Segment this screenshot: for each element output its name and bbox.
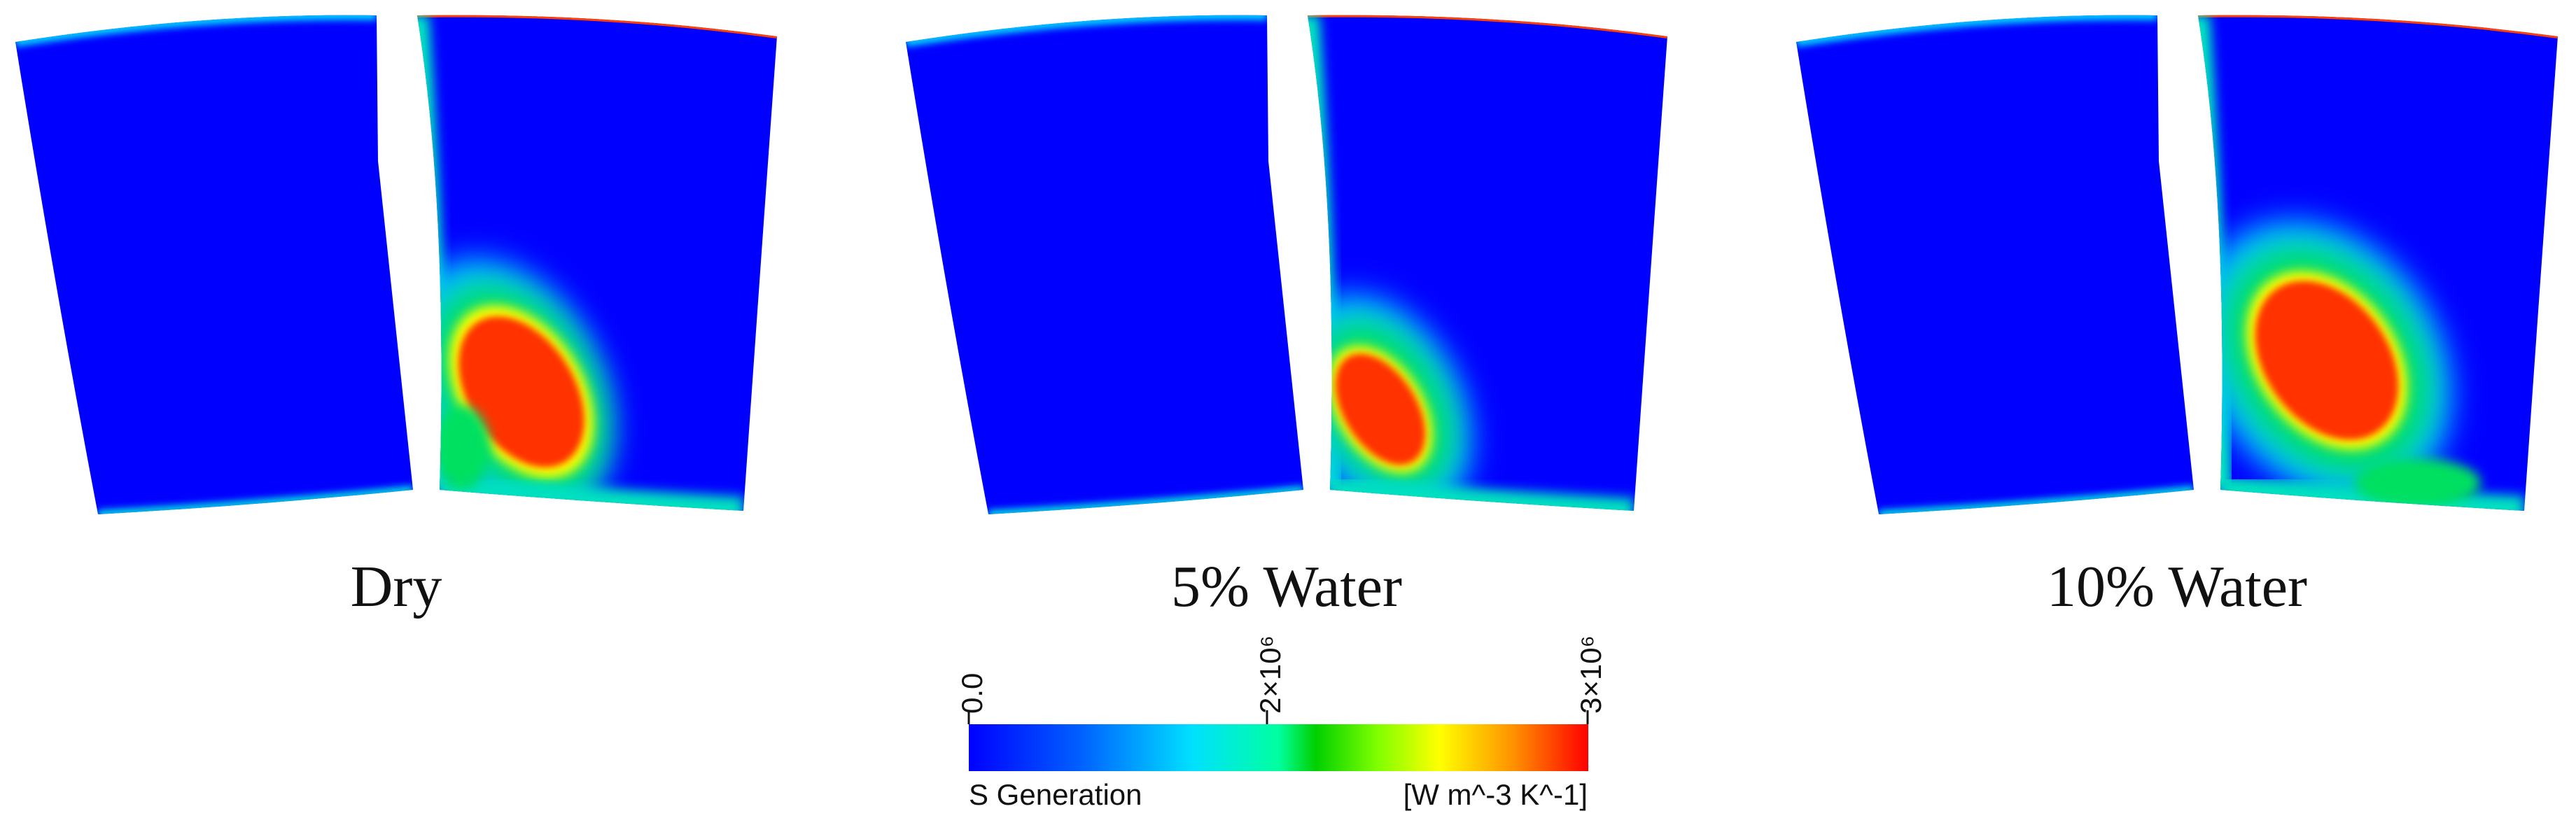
panel-label-10-water: 10% Water	[2047, 554, 2307, 619]
right-blade-passage	[417, 15, 777, 512]
colorbar-tick-label-0: 0.0	[955, 673, 988, 714]
colorbar-units: [W m^-3 K^-1]	[1404, 778, 1588, 811]
colorbar-tick-label-2e6: 2×10⁶	[1254, 635, 1287, 714]
contour-plots	[15, 15, 2558, 515]
panel-label-dry: Dry	[350, 554, 442, 619]
colorbar-tick-label-3e6: 3×10⁶	[1574, 635, 1607, 714]
panel-dry	[15, 15, 777, 515]
panel-label-5-water: 5% Water	[1171, 554, 1402, 619]
colorbar-gradient	[969, 724, 1588, 771]
colorbar-title: S Generation	[969, 778, 1142, 811]
